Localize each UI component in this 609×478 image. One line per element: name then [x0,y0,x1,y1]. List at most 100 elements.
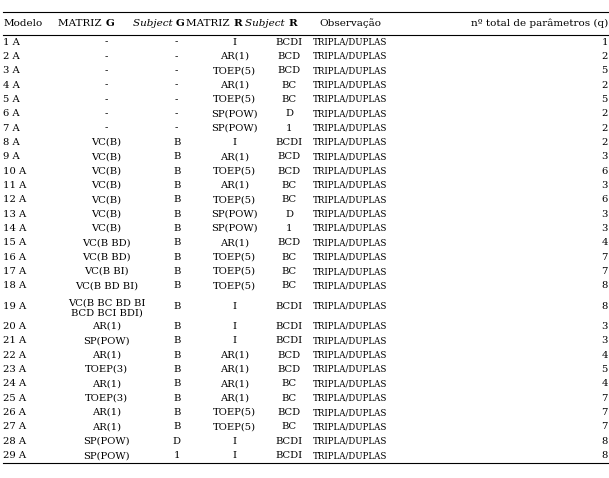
Text: BCD: BCD [278,365,301,374]
Text: TOEP(5): TOEP(5) [213,167,256,175]
Text: VC(B BD): VC(B BD) [82,253,131,261]
Text: TOEP(5): TOEP(5) [213,408,256,417]
Text: BCDI: BCDI [276,451,303,460]
Text: VC(B): VC(B) [91,181,122,190]
Text: TRIPLA/DUPLAS: TRIPLA/DUPLAS [313,124,387,132]
Text: 22 A: 22 A [3,351,26,359]
Text: 8: 8 [602,451,608,460]
Text: B: B [173,138,180,147]
Text: 10 A: 10 A [3,167,26,175]
Text: B: B [173,302,180,311]
Text: 16 A: 16 A [3,253,26,261]
Text: B: B [173,365,180,374]
Text: 4 A: 4 A [3,81,20,89]
Text: D: D [172,437,181,445]
Text: 3: 3 [602,181,608,190]
Text: -: - [105,95,108,104]
Text: -: - [175,95,178,104]
Text: TOEP(5): TOEP(5) [213,253,256,261]
Text: 8: 8 [602,437,608,445]
Text: B: B [173,196,180,204]
Text: B: B [173,380,180,388]
Text: SP(POW): SP(POW) [211,109,258,118]
Text: G: G [105,19,114,28]
Text: 4: 4 [601,239,608,247]
Text: AR(1): AR(1) [220,351,249,359]
Text: TRIPLA/DUPLAS: TRIPLA/DUPLAS [313,437,387,445]
Text: SP(POW): SP(POW) [83,337,130,345]
Text: AR(1): AR(1) [92,408,121,417]
Text: 5: 5 [602,95,608,104]
Text: I: I [233,138,236,147]
Text: 7 A: 7 A [3,124,20,132]
Text: AR(1): AR(1) [220,239,249,247]
Text: 4: 4 [601,380,608,388]
Text: TRIPLA/DUPLAS: TRIPLA/DUPLAS [313,66,387,75]
Text: 6: 6 [602,196,608,204]
Text: AR(1): AR(1) [92,423,121,431]
Text: TRIPLA/DUPLAS: TRIPLA/DUPLAS [313,282,387,290]
Text: 6: 6 [602,167,608,175]
Text: TRIPLA/DUPLAS: TRIPLA/DUPLAS [313,167,387,175]
Text: TRIPLA/DUPLAS: TRIPLA/DUPLAS [313,380,387,388]
Text: TOEP(5): TOEP(5) [213,267,256,276]
Text: 3: 3 [602,337,608,345]
Text: BCDI: BCDI [276,302,303,311]
Text: -: - [175,66,178,75]
Text: -: - [105,66,108,75]
Text: I: I [233,38,236,46]
Text: 3: 3 [602,152,608,161]
Text: -: - [175,52,178,61]
Text: I: I [233,322,236,331]
Text: I: I [233,451,236,460]
Text: TRIPLA/DUPLAS: TRIPLA/DUPLAS [313,322,387,331]
Text: BCD: BCD [278,351,301,359]
Text: TRIPLA/DUPLAS: TRIPLA/DUPLAS [313,451,387,460]
Text: 3: 3 [602,322,608,331]
Text: 9 A: 9 A [3,152,20,161]
Text: AR(1): AR(1) [92,351,121,359]
Text: Observação: Observação [319,19,381,28]
Text: B: B [173,253,180,261]
Text: MATRIZ: MATRIZ [186,19,233,28]
Text: nº total de parâmetros (q): nº total de parâmetros (q) [471,19,608,28]
Text: 18 A: 18 A [3,282,26,290]
Text: TOEP(5): TOEP(5) [213,66,256,75]
Text: -: - [105,52,108,61]
Text: D: D [285,210,294,218]
Text: 19 A: 19 A [3,302,26,311]
Text: SP(POW): SP(POW) [211,210,258,218]
Text: VC(B BC BD BI: VC(B BC BD BI [68,299,146,308]
Text: VC(B): VC(B) [91,152,122,161]
Text: 1: 1 [286,124,292,132]
Text: BCD: BCD [278,408,301,417]
Text: TRIPLA/DUPLAS: TRIPLA/DUPLAS [313,351,387,359]
Text: TRIPLA/DUPLAS: TRIPLA/DUPLAS [313,253,387,261]
Text: TRIPLA/DUPLAS: TRIPLA/DUPLAS [313,224,387,233]
Text: TRIPLA/DUPLAS: TRIPLA/DUPLAS [313,239,387,247]
Text: B: B [173,322,180,331]
Text: R: R [288,19,297,28]
Text: TRIPLA/DUPLAS: TRIPLA/DUPLAS [313,408,387,417]
Text: 2: 2 [602,81,608,89]
Text: BCDI: BCDI [276,437,303,445]
Text: 23 A: 23 A [3,365,26,374]
Text: B: B [173,167,180,175]
Text: 7: 7 [602,394,608,402]
Text: 8: 8 [602,302,608,311]
Text: B: B [173,152,180,161]
Text: 15 A: 15 A [3,239,26,247]
Text: SP(POW): SP(POW) [83,451,130,460]
Text: AR(1): AR(1) [92,322,121,331]
Text: D: D [285,109,294,118]
Text: 2: 2 [602,138,608,147]
Text: 1 A: 1 A [3,38,20,46]
Text: AR(1): AR(1) [220,181,249,190]
Text: BC: BC [282,95,297,104]
Text: 3: 3 [602,210,608,218]
Text: 2: 2 [602,52,608,61]
Text: TOEP(5): TOEP(5) [213,423,256,431]
Text: -: - [175,109,178,118]
Text: BCD BCI BDI): BCD BCI BDI) [71,309,143,318]
Text: MATRIZ: MATRIZ [58,19,105,28]
